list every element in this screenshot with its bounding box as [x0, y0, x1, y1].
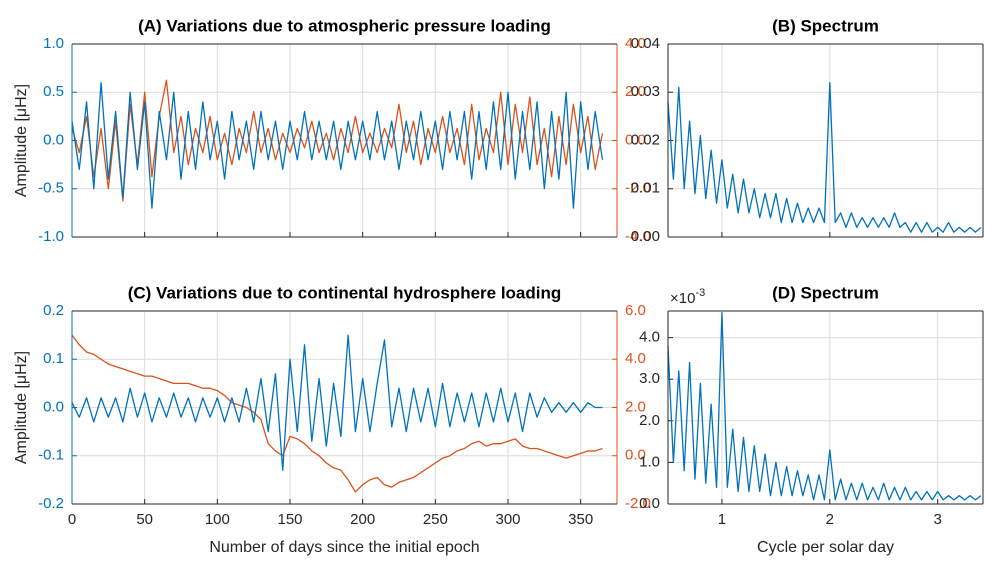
series-line — [667, 81, 982, 233]
y-tick-label: 1.0 — [639, 453, 660, 470]
panel: 0.04 0.03 0.02 0.01 0.00 (B) Spectrum — [631, 16, 984, 245]
y-tick-label: 0.04 — [631, 35, 660, 52]
x-tick-label: 200 — [350, 511, 375, 528]
chart-title: (D) Spectrum — [772, 283, 879, 302]
x-tick-label: 250 — [423, 511, 448, 528]
y-exponent: ×10-3 — [670, 287, 705, 307]
y-tick-label: 0.01 — [631, 180, 660, 197]
y-tick-label: 0.5 — [43, 83, 64, 100]
y-tick-label: 0.03 — [631, 83, 660, 100]
x-tick-label: 0 — [68, 511, 76, 528]
x-tick-label: 2 — [826, 511, 834, 528]
y-axis-label: Amplitude [μHz] — [13, 351, 30, 464]
y2-tick-label: 4.0 — [625, 350, 646, 367]
x-axis-label: Cycle per solar day — [757, 539, 894, 556]
y-tick-label: 0.00 — [631, 228, 660, 245]
y2-tick-label: 6.0 — [625, 302, 646, 319]
y-tick-label: 0.02 — [631, 131, 660, 148]
y-tick-label: -1.0 — [38, 228, 64, 245]
y-tick-label: 1.0 — [43, 35, 64, 52]
chart-title: (B) Spectrum — [772, 16, 879, 35]
x-tick-label: 150 — [277, 511, 302, 528]
y2-tick-label: -2.0 — [625, 495, 651, 512]
y-tick-label: 4.0 — [639, 329, 660, 346]
x-tick-label: 350 — [568, 511, 593, 528]
y2-tick-label: 0.0 — [625, 447, 646, 464]
y2-tick-label: 0.0 — [625, 131, 646, 148]
exponent-base: ×10 — [670, 290, 695, 307]
y2-tick-label: -4.0 — [625, 228, 651, 245]
x-tick-label: 50 — [136, 511, 153, 528]
series-line — [667, 312, 982, 501]
y2-tick-label: 2.0 — [625, 398, 646, 415]
y-axis-label: Amplitude [μHz] — [13, 84, 30, 197]
chart-title: (C) Variations due to continental hydros… — [128, 283, 562, 302]
y2-tick-label: -2.0 — [625, 180, 651, 197]
y-tick-label: 3.0 — [639, 370, 660, 387]
series-line — [71, 334, 603, 471]
series-line — [71, 334, 603, 493]
y-tick-label: 2.0 — [639, 412, 660, 429]
x-tick-label: 100 — [205, 511, 230, 528]
y-tick-label: -0.2 — [38, 495, 64, 512]
x-tick-label: 3 — [934, 511, 942, 528]
y-tick-label: -0.5 — [38, 180, 64, 197]
panel: 1 2 3 0.0 1.0 2.0 3.0 4.0 (D) Spectrum Cycle per … — [639, 283, 984, 556]
panel: 1.0 0.5 0.0 -0.5 -1.0 4.0 2.0 0.0 -2.0 -4.0 (A) Va… — [13, 16, 651, 244]
y-tick-label: 0.2 — [43, 302, 64, 319]
y2-tick-label: 2.0 — [625, 83, 646, 100]
x-tick-label: 300 — [495, 511, 520, 528]
panel: 0 50 100 150 200 250 300 350 0.2 0.1 0.0 -0.1 -0.2 6.… — [13, 283, 651, 556]
y2-tick-label: 4.0 — [625, 35, 646, 52]
chart-title: (A) Variations due to atmospheric pressu… — [138, 16, 551, 35]
exponent-power: -3 — [695, 287, 705, 299]
y-tick-label: -0.1 — [38, 447, 64, 464]
y-tick-label: 0.0 — [639, 495, 660, 512]
x-axis-label: Number of days since the initial epoch — [209, 539, 479, 556]
x-tick-label: 1 — [718, 511, 726, 528]
series-line — [71, 81, 604, 209]
y-tick-label: 0.1 — [43, 350, 64, 367]
y-tick-label: 0.0 — [43, 131, 64, 148]
y-tick-label: 0.0 — [43, 398, 64, 415]
